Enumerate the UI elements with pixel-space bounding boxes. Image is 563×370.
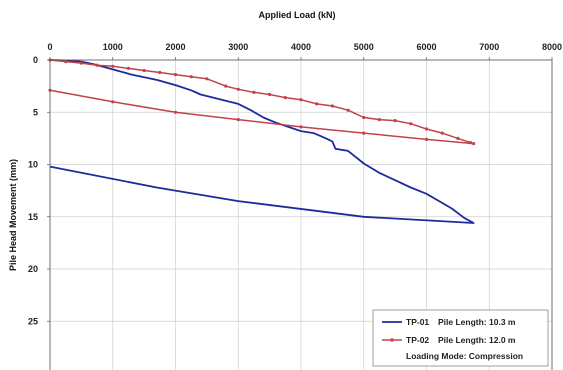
y-tick-label: 0 bbox=[33, 55, 38, 65]
plot-frame bbox=[49, 59, 553, 370]
data-point-tp-02 bbox=[95, 63, 99, 67]
legend-marker-tp-02 bbox=[390, 338, 394, 342]
x-tick-label: 3000 bbox=[228, 42, 248, 52]
data-point-tp-02 bbox=[299, 125, 303, 129]
data-point-tp-02 bbox=[330, 104, 334, 108]
y-tick-label: 30 bbox=[28, 369, 38, 370]
legend-label-tp-01: TP-01 bbox=[406, 317, 429, 327]
data-point-tp-02 bbox=[268, 92, 272, 97]
data-point-tp-02 bbox=[424, 127, 429, 131]
data-point-tp-02 bbox=[79, 61, 83, 65]
x-tick-label: 8000 bbox=[542, 42, 562, 52]
legend-loading-mode: Loading Mode: Compression bbox=[406, 351, 523, 361]
data-point-tp-02 bbox=[173, 110, 178, 114]
y-axis-title: Pile Head Movement (mm) bbox=[8, 159, 18, 271]
y-tick-label: 10 bbox=[28, 160, 38, 170]
y-tick-label: 15 bbox=[28, 212, 38, 222]
data-point-tp-02 bbox=[236, 87, 240, 91]
data-point-tp-02 bbox=[142, 68, 146, 73]
y-tick-label: 5 bbox=[33, 107, 38, 117]
data-point-tp-02 bbox=[409, 122, 413, 126]
x-tick-label: 0 bbox=[47, 42, 52, 52]
data-point-tp-02 bbox=[283, 96, 287, 100]
y-tick-label: 25 bbox=[28, 316, 38, 326]
data-point-tp-02 bbox=[158, 70, 162, 75]
data-point-tp-02 bbox=[189, 75, 193, 79]
data-point-tp-02 bbox=[468, 141, 472, 145]
data-point-tp-02 bbox=[456, 136, 460, 140]
x-tick-label: 1000 bbox=[103, 42, 123, 52]
series-line-tp-02 bbox=[49, 59, 475, 145]
data-point-tp-02 bbox=[424, 137, 429, 141]
data-point-tp-02 bbox=[299, 98, 303, 102]
data-point-tp-02 bbox=[224, 84, 228, 88]
data-point-tp-02 bbox=[236, 118, 240, 122]
x-tick-label: 6000 bbox=[416, 42, 436, 52]
data-point-tp-02 bbox=[111, 64, 115, 68]
data-point-tp-02 bbox=[252, 90, 256, 94]
data-point-tp-02 bbox=[362, 115, 366, 120]
data-point-tp-02 bbox=[315, 102, 319, 106]
x-axis-title: Applied Load (kN) bbox=[259, 10, 336, 20]
data-point-tp-02 bbox=[126, 66, 130, 70]
series-markers bbox=[48, 58, 476, 146]
series-lines bbox=[49, 59, 475, 224]
x-tick-label: 7000 bbox=[479, 42, 499, 52]
data-point-tp-02 bbox=[64, 60, 68, 64]
series-line-tp-01 bbox=[49, 59, 475, 224]
y-tick-label: 20 bbox=[28, 264, 38, 274]
tick-labels: 0 1000 2000 3000 4000 5000 6000 7000 8000 0 5 10 15 2… bbox=[28, 42, 562, 370]
data-point-tp-02 bbox=[440, 131, 444, 135]
x-tick-label: 2000 bbox=[165, 42, 185, 52]
data-point-tp-02 bbox=[393, 119, 397, 123]
legend-box bbox=[372, 309, 549, 367]
legend-length-tp-01: Pile Length: 10.3 m bbox=[438, 317, 516, 327]
data-point-tp-02 bbox=[472, 142, 476, 146]
x-tick-label: 5000 bbox=[354, 42, 374, 52]
data-point-tp-02 bbox=[377, 118, 381, 122]
legend-label-tp-02: TP-02 bbox=[406, 335, 429, 345]
data-point-tp-02 bbox=[111, 100, 115, 104]
data-point-tp-02 bbox=[362, 131, 366, 135]
data-point-tp-02 bbox=[205, 77, 209, 81]
legend: TP-01 Pile Length: 10.3 m TP-02 Pile Len… bbox=[372, 309, 549, 367]
x-tick-label: 4000 bbox=[291, 42, 311, 52]
legend-length-tp-02: Pile Length: 12.0 m bbox=[438, 335, 516, 345]
data-point-tp-02 bbox=[173, 73, 178, 77]
data-point-tp-02 bbox=[346, 108, 350, 112]
